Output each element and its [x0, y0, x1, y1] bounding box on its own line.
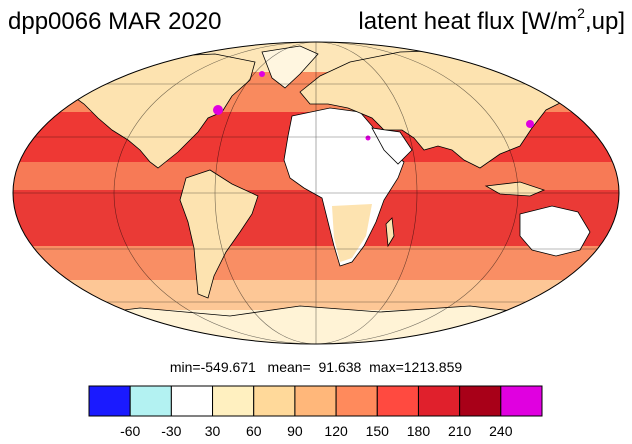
colorbar-swatch: [376, 385, 419, 417]
variable-title: latent heat flux [W/m2,up]: [358, 5, 625, 36]
variable-title-suffix: ,up]: [584, 8, 625, 35]
colorbar-swatch: [253, 385, 296, 417]
stat-mean-label: mean=: [267, 359, 311, 375]
stat-max-label: max=: [369, 359, 404, 375]
colorbar-tick-label: -30: [161, 423, 181, 439]
colorbar-swatch: [212, 385, 255, 417]
colorbar-tick-label: 90: [287, 423, 303, 439]
colorbar-tick-label: 60: [246, 423, 262, 439]
colorbar-swatch: [294, 385, 337, 417]
colorbar-swatch: [170, 385, 214, 417]
variable-title-exponent: 2: [577, 5, 585, 21]
colorbar-tick-label: 240: [489, 423, 513, 439]
colorbar-tick-label: 210: [448, 423, 472, 439]
colorbar-swatch: [459, 385, 502, 417]
land-madagascar: [385, 217, 395, 248]
stat-max-value: 1213.859: [403, 359, 463, 375]
hotspot-redsea: [365, 135, 371, 141]
colorbar-tick-label: 120: [324, 423, 348, 439]
colorbar-tick-label: 30: [205, 423, 221, 439]
colorbar-swatch: [500, 385, 543, 417]
stat-min-label: min=: [169, 359, 201, 375]
land-north-america: [69, 53, 256, 169]
world-map: [12, 41, 620, 345]
land-australia: [519, 205, 591, 257]
hotspot-kuroshio: [526, 120, 534, 128]
colorbar-swatch: [88, 385, 131, 417]
land-africa-south: [332, 204, 372, 262]
colorbar-tick-label: 180: [407, 423, 431, 439]
hotspot-gulfstream: [213, 105, 223, 115]
variable-title-prefix: latent heat flux [W/m: [358, 8, 578, 35]
colorbar-swatch: [335, 385, 378, 417]
stat-mean-value: 91.638: [318, 359, 362, 375]
colorbar-swatch: [417, 385, 461, 417]
hotspot-arctic: [259, 71, 265, 77]
map-outline: [12, 41, 620, 345]
map-field: [13, 42, 619, 344]
stat-min-value: -549.671: [200, 359, 256, 375]
map-title: dpp0066 MAR 2020: [8, 8, 222, 35]
land-antarctica: [13, 305, 619, 344]
statistics-line: min=-549.671 mean= 91.638 max=1213.859: [0, 359, 632, 375]
colorbar-tick-label: 150: [366, 423, 390, 439]
land-greenland: [261, 45, 319, 89]
colorbar-tick-label: -60: [120, 423, 140, 439]
colorbar-swatch: [129, 385, 172, 417]
